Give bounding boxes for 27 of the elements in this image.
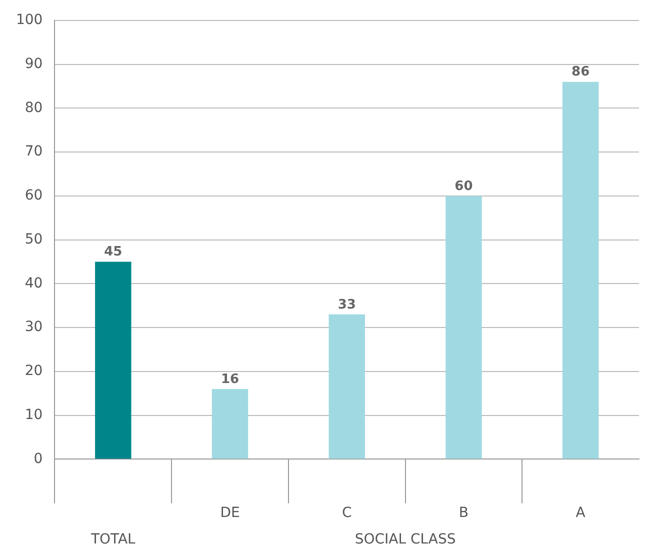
y-tick-label: 90	[24, 56, 43, 72]
text: TOTAL	[90, 532, 136, 548]
bar	[328, 314, 365, 459]
data-label: 60	[454, 178, 473, 194]
x-tick-label: DE	[220, 505, 240, 522]
bar	[446, 196, 482, 459]
y-tick-label: 0	[34, 450, 43, 467]
text: SOCIAL CLASS	[354, 532, 456, 548]
y-tick-label: 40	[24, 275, 43, 292]
y-tick-label: 100	[16, 12, 43, 28]
data-label: 45	[104, 244, 122, 260]
y-tick-label: 60	[24, 188, 43, 204]
x-tick-label: A	[576, 505, 586, 522]
y-tick-label: 50	[24, 231, 43, 248]
data-label: 86	[572, 64, 590, 80]
data-label: 16	[220, 372, 240, 387]
bar	[95, 262, 132, 459]
bar	[212, 388, 248, 459]
y-tick-label: 70	[24, 144, 43, 160]
data-label: 33	[338, 297, 356, 312]
y-tick-label: 10	[24, 406, 43, 423]
x-tick-label: C	[342, 505, 352, 522]
x-tick-label: B	[458, 505, 469, 522]
y-tick-label: 80	[24, 100, 43, 116]
y-tick-label: 30	[24, 319, 43, 336]
y-tick-label: 20	[24, 363, 43, 380]
bar	[562, 82, 599, 459]
